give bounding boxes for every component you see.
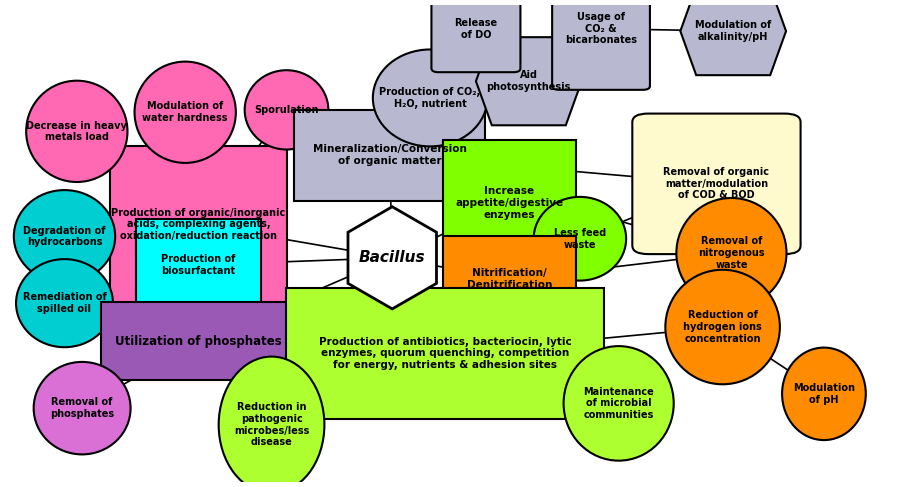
Text: Production of antibiotics, bacteriocin, lytic
enzymes, quorum quenching, competi: Production of antibiotics, bacteriocin, … — [319, 337, 572, 370]
Polygon shape — [348, 206, 437, 309]
Text: Production of CO₂,
H₂O, nutrient: Production of CO₂, H₂O, nutrient — [379, 87, 481, 109]
Text: Reduction in
pathogenic
microbes/less
disease: Reduction in pathogenic microbes/less di… — [234, 402, 309, 447]
Text: Reduction of
hydrogen ions
concentration: Reduction of hydrogen ions concentration — [683, 310, 762, 344]
Ellipse shape — [13, 190, 115, 282]
FancyBboxPatch shape — [110, 146, 287, 303]
Text: Mineralization/Conversion
of organic matter: Mineralization/Conversion of organic mat… — [313, 145, 467, 166]
Text: Production of organic/inorganic
acids, complexing agents,
oxidation/reduction re: Production of organic/inorganic acids, c… — [111, 208, 286, 241]
Text: Modulation of
water hardness: Modulation of water hardness — [142, 101, 228, 123]
Ellipse shape — [665, 270, 780, 384]
Text: Modulation of
alkalinity/pH: Modulation of alkalinity/pH — [695, 20, 771, 42]
Text: Production of
biosurfactant: Production of biosurfactant — [161, 254, 236, 276]
Text: Modulation
of pH: Modulation of pH — [793, 383, 855, 405]
Text: Remediation of
spilled oil: Remediation of spilled oil — [22, 292, 106, 314]
Ellipse shape — [245, 70, 328, 150]
Text: Nitrification/
Denitrification: Nitrification/ Denitrification — [467, 268, 552, 290]
Text: Removal of
nitrogenous
waste: Removal of nitrogenous waste — [699, 237, 765, 270]
FancyBboxPatch shape — [632, 113, 801, 254]
Text: Release
of DO: Release of DO — [454, 18, 497, 39]
Text: Decrease in heavy
metals load: Decrease in heavy metals load — [26, 121, 128, 142]
Text: Increase
appetite/digestive
enzymes: Increase appetite/digestive enzymes — [456, 187, 564, 220]
FancyBboxPatch shape — [286, 288, 604, 418]
FancyBboxPatch shape — [443, 236, 576, 322]
FancyBboxPatch shape — [552, 0, 650, 90]
Text: Sporulation: Sporulation — [254, 105, 319, 115]
FancyBboxPatch shape — [137, 220, 261, 310]
FancyBboxPatch shape — [443, 140, 576, 266]
Polygon shape — [681, 0, 786, 75]
Ellipse shape — [135, 61, 236, 163]
FancyBboxPatch shape — [295, 110, 485, 201]
FancyBboxPatch shape — [432, 0, 521, 72]
Ellipse shape — [26, 81, 128, 182]
Text: Aid
photosynthesis: Aid photosynthesis — [486, 71, 571, 92]
Text: Maintenance
of microbial
communities: Maintenance of microbial communities — [583, 387, 654, 420]
FancyBboxPatch shape — [101, 302, 296, 380]
Text: Utilization of phosphates: Utilization of phosphates — [115, 335, 281, 348]
Text: Less feed
waste: Less feed waste — [554, 228, 606, 249]
Ellipse shape — [564, 346, 673, 461]
Ellipse shape — [676, 198, 787, 308]
Text: Usage of
CO₂ &
bicarbonates: Usage of CO₂ & bicarbonates — [565, 12, 637, 45]
Text: Bacillus: Bacillus — [359, 250, 425, 265]
Ellipse shape — [782, 348, 866, 440]
Ellipse shape — [33, 362, 130, 454]
Text: Removal of
phosphates: Removal of phosphates — [50, 397, 114, 419]
Ellipse shape — [218, 356, 325, 487]
Text: Removal of organic
matter/modulation
of COD & BOD: Removal of organic matter/modulation of … — [663, 167, 770, 201]
Text: Degradation of
hydrocarbons: Degradation of hydrocarbons — [23, 225, 106, 247]
Ellipse shape — [534, 197, 626, 281]
Polygon shape — [476, 37, 582, 125]
Ellipse shape — [373, 50, 487, 147]
Ellipse shape — [16, 259, 113, 347]
